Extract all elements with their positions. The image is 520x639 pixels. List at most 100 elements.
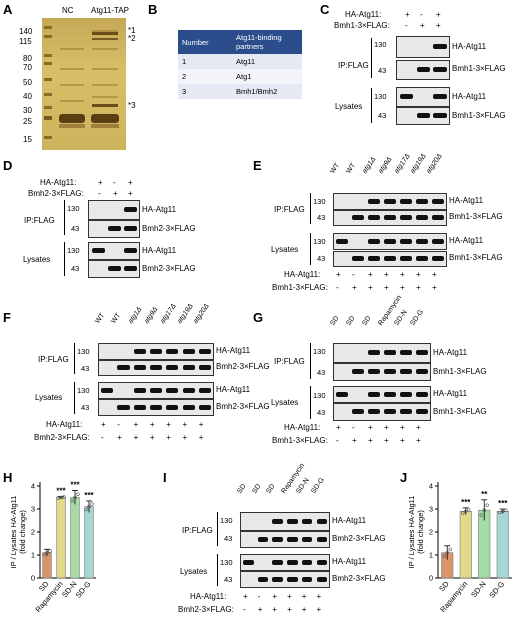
panel-letter-e: E [253, 158, 262, 173]
band-marker-3: *3 [128, 101, 136, 110]
table-row: 3 Bmh1/Bmh2 [178, 84, 302, 99]
panel-letter-c: C [320, 2, 330, 17]
sign: + [384, 423, 389, 432]
mw-43: 43 [317, 368, 326, 377]
bracket [217, 512, 218, 546]
blot-band [316, 519, 328, 524]
blot-band [416, 369, 428, 374]
data-point [87, 505, 91, 509]
lane-label: SD [345, 315, 357, 327]
mw-130: 130 [67, 246, 80, 255]
bracket [371, 38, 372, 78]
data-point [504, 508, 508, 512]
blot-band [133, 365, 146, 370]
lane-label: atg9Δ [143, 305, 160, 325]
y-tick-label: 1 [429, 551, 433, 560]
blot-lys-flag [333, 251, 447, 267]
mw-43: 43 [317, 408, 326, 417]
ip-label: IP:FLAG [338, 61, 369, 70]
blot-band [198, 388, 212, 393]
data-point [448, 547, 452, 552]
row-label-bmh1: Bmh1-3×FLAG: [272, 283, 328, 292]
data-point [48, 549, 52, 553]
blot-band [416, 215, 428, 220]
data-point [90, 502, 94, 506]
ip-label: IP:FLAG [182, 526, 213, 535]
y-axis-label: IP / Lysates HA-Atg11(fold change) [9, 496, 27, 569]
blot-band [400, 392, 412, 397]
x-tick-label: SD-N [469, 580, 488, 600]
marker-70: 70 [23, 63, 32, 72]
blot-band [416, 239, 428, 244]
blot-band [149, 388, 163, 393]
band-label: HA-Atg11 [216, 385, 251, 394]
blot-band [368, 256, 380, 261]
marker-140: 140 [19, 27, 33, 36]
sign: + [149, 433, 155, 442]
blot-band [368, 239, 380, 244]
sign: + [405, 10, 410, 19]
lane-label: SD-N [393, 308, 409, 327]
lane-label: WT [94, 312, 107, 325]
sign: + [400, 436, 405, 445]
lane-label: SD-G [309, 476, 326, 495]
lysates-label: Lysates [35, 393, 63, 402]
sign: + [166, 420, 171, 429]
sign: + [384, 436, 389, 445]
blot-band [133, 405, 146, 410]
sign: + [198, 420, 204, 429]
bracket [64, 242, 65, 276]
blot-band [257, 537, 269, 542]
blot-band [198, 349, 212, 354]
blot-ip-flag [333, 210, 447, 226]
bracket [310, 343, 311, 379]
mw-130: 130 [77, 386, 90, 395]
sign: + [416, 270, 421, 279]
sign: + [432, 270, 437, 279]
data-point [482, 508, 486, 512]
blot-band [316, 560, 328, 565]
blot-band [384, 239, 396, 244]
blot-band [272, 537, 284, 542]
y-tick-label: 4 [31, 482, 35, 491]
mw-43: 43 [71, 264, 80, 273]
mw-130: 130 [313, 391, 326, 400]
lane-label: atg19Δ [175, 302, 195, 325]
sign: + [436, 10, 441, 19]
blot-lys-flag [98, 399, 214, 416]
band-label: Bmh1-3×FLAG [433, 407, 487, 416]
marker-50: 50 [23, 78, 32, 87]
sign: + [182, 433, 188, 442]
sign: - [336, 283, 339, 292]
lane-label: SD [329, 315, 341, 327]
blot-band [287, 537, 298, 542]
mw-43: 43 [317, 213, 326, 222]
blot-band [301, 537, 313, 542]
row-label-ha-atg11: HA-Atg11: [40, 178, 77, 187]
blot-lys-flag [240, 571, 330, 588]
blot-band [384, 199, 396, 204]
band-label: Bmh1-3×FLAG [452, 111, 506, 120]
data-point [442, 554, 446, 558]
blot-lys-ha [240, 554, 330, 571]
mw-43: 43 [71, 224, 80, 233]
lane-label: atg17Δ [393, 152, 412, 175]
sign: - [113, 178, 116, 187]
blot-band [368, 392, 380, 397]
blot-band [384, 215, 396, 220]
lane-label: SD-N [295, 476, 311, 495]
table-row: 2 Atg1 [178, 69, 302, 84]
ip-label: IP:FLAG [38, 355, 69, 364]
bar [56, 497, 66, 579]
sign: - [101, 433, 104, 442]
band-label: HA-Atg11 [142, 246, 177, 255]
sign: + [352, 283, 357, 292]
band-label: Bmh2-3×FLAG [142, 264, 196, 273]
band-label: HA-Atg11 [449, 196, 484, 205]
blot-band [149, 349, 163, 354]
blot-band [432, 256, 444, 261]
bracket [74, 343, 75, 374]
silver-stain-gel [42, 18, 126, 150]
sign: + [436, 21, 441, 30]
sign: + [301, 592, 307, 601]
